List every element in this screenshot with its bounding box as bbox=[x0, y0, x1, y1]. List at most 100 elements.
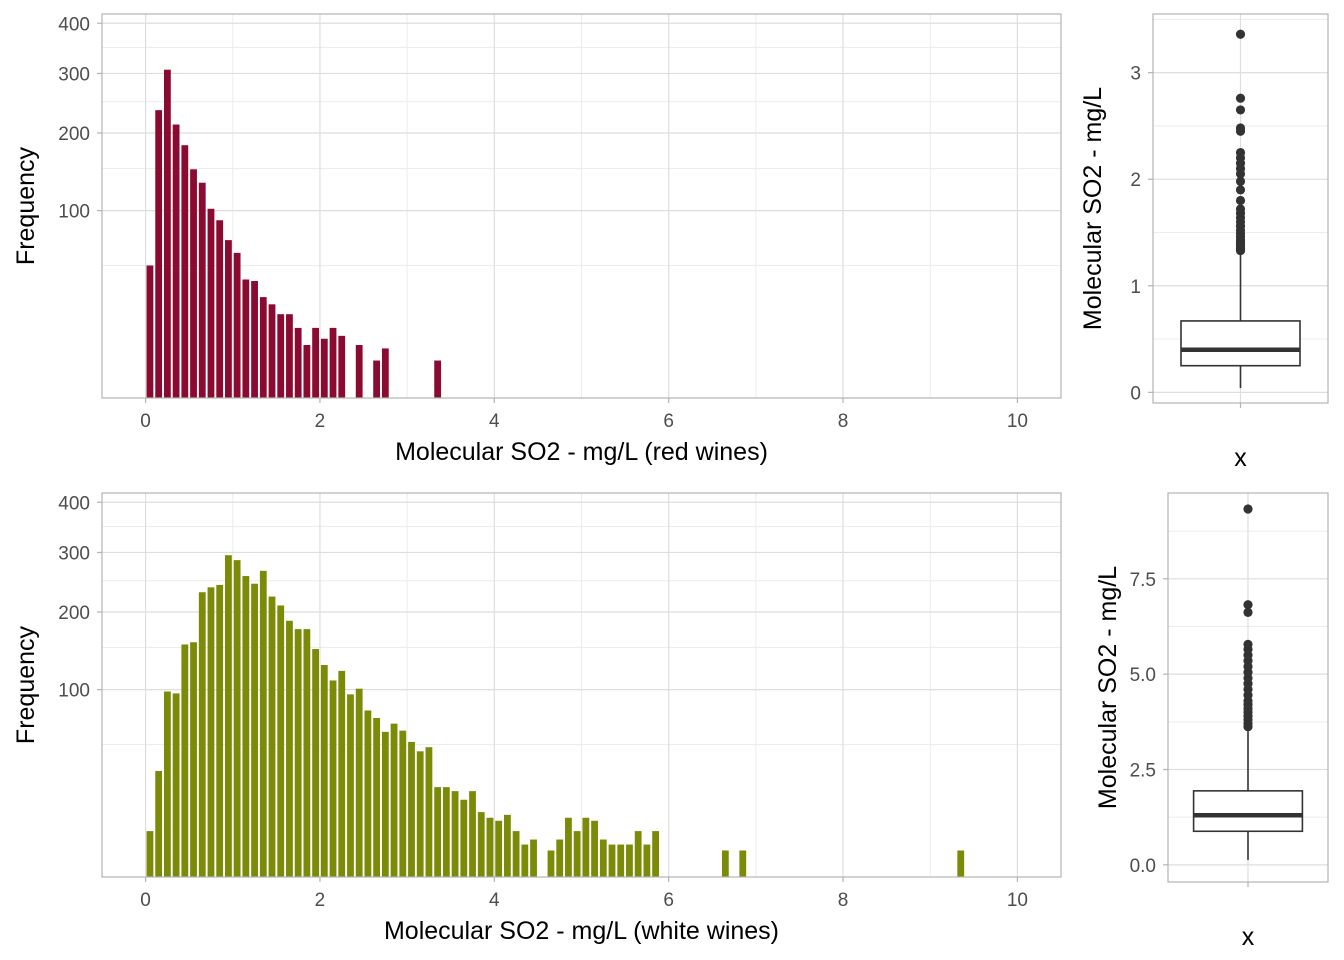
histogram-bar bbox=[207, 208, 215, 398]
x-tick-label: 4 bbox=[489, 890, 500, 911]
outlier-point bbox=[1235, 147, 1246, 158]
histogram-bar bbox=[233, 252, 241, 398]
histogram-bar bbox=[390, 723, 398, 877]
histogram-bar bbox=[259, 570, 267, 877]
x-tick-label: 2 bbox=[315, 890, 326, 911]
histogram-bar bbox=[216, 584, 224, 877]
histogram-bar bbox=[355, 345, 363, 398]
histogram-bar bbox=[739, 850, 747, 877]
histogram-bar bbox=[582, 817, 590, 877]
x-tick-label: 8 bbox=[838, 890, 849, 911]
histogram-bar bbox=[259, 297, 267, 398]
histogram-bar bbox=[364, 710, 372, 877]
histogram-bar bbox=[721, 850, 729, 877]
histogram-bar bbox=[155, 110, 163, 399]
histogram-bar bbox=[373, 360, 381, 398]
histogram-bar bbox=[957, 850, 965, 877]
outlier-point bbox=[1243, 504, 1253, 514]
histogram-bar bbox=[320, 665, 328, 877]
histogram-bar bbox=[320, 338, 328, 398]
histogram-bar bbox=[486, 817, 494, 877]
x-tick-label: 2 bbox=[315, 411, 326, 432]
histogram-bar bbox=[251, 280, 258, 398]
outlier-point bbox=[1235, 185, 1246, 195]
histogram-bar bbox=[547, 850, 555, 877]
histogram-bar bbox=[652, 831, 660, 877]
y-tick-label: 0 bbox=[1130, 383, 1141, 404]
histogram-bar bbox=[225, 240, 232, 398]
histogram-bar bbox=[617, 844, 625, 877]
boxplot-red-panel: 0 1 2 3 x Molecular SO2 - mg/L bbox=[1079, 13, 1329, 472]
histogram-bar bbox=[381, 731, 389, 877]
outlier-point bbox=[1243, 607, 1253, 617]
histogram-bar bbox=[294, 327, 302, 398]
x-tick-label: 10 bbox=[1007, 411, 1028, 432]
outlier-point bbox=[1235, 204, 1246, 214]
y-tick-label: 300 bbox=[58, 543, 90, 564]
histogram-bar bbox=[634, 831, 642, 877]
outlier-point bbox=[1235, 176, 1246, 186]
y-tick-label: 100 bbox=[58, 202, 90, 223]
histogram-bar bbox=[338, 335, 346, 398]
histogram-bar bbox=[181, 145, 189, 398]
histogram-bar bbox=[338, 670, 346, 877]
histogram-bar bbox=[530, 839, 537, 877]
histogram-bar bbox=[373, 718, 381, 877]
histogram-bar bbox=[286, 620, 293, 877]
box-iqr bbox=[1192, 790, 1304, 833]
histogram-bar bbox=[477, 812, 485, 877]
y-axis-title: Molecular SO2 - mg/L bbox=[1079, 87, 1107, 330]
y-tick-label: 200 bbox=[58, 603, 90, 624]
histogram-bar bbox=[233, 560, 241, 877]
outlier-point bbox=[1235, 195, 1246, 206]
histogram-red-panel: 0 2 4 6 8 10 100 200 300 400 Molecular SO2 - mg/L … bbox=[12, 13, 1062, 466]
x-tick-label: 4 bbox=[489, 411, 500, 432]
histogram-bar bbox=[608, 844, 616, 877]
histogram-bar bbox=[198, 592, 206, 877]
histogram-bar bbox=[460, 799, 468, 877]
histogram-bar bbox=[329, 327, 337, 398]
histogram-bar bbox=[277, 314, 285, 398]
y-tick-label: 100 bbox=[58, 681, 90, 702]
y-tick-label: 400 bbox=[58, 14, 90, 35]
x-axis-title: Molecular SO2 - mg/L (white wines) bbox=[384, 917, 779, 945]
panel-border bbox=[101, 13, 1062, 399]
y-tick-label: 2 bbox=[1130, 170, 1141, 191]
histogram-bar bbox=[190, 642, 197, 877]
histogram-bar bbox=[469, 791, 476, 877]
y-axis-title: Molecular SO2 - mg/L bbox=[1094, 566, 1122, 809]
histogram-bar bbox=[190, 169, 197, 398]
histogram-bar bbox=[329, 680, 337, 877]
histogram-bar bbox=[268, 304, 276, 398]
outlier-point bbox=[1235, 29, 1246, 39]
histogram-bar bbox=[163, 691, 171, 877]
y-tick-label: 7.5 bbox=[1130, 570, 1156, 591]
x-axis-title: x bbox=[1242, 923, 1255, 951]
histogram-bar bbox=[268, 596, 276, 877]
histogram-bar bbox=[155, 771, 163, 877]
x-tick-label: 6 bbox=[663, 890, 674, 911]
x-tick-label: 8 bbox=[838, 411, 849, 432]
histogram-bar bbox=[312, 649, 319, 877]
histogram-bar bbox=[425, 747, 433, 877]
y-tick-label: 0.0 bbox=[1130, 856, 1156, 877]
outlier-point bbox=[1235, 105, 1246, 115]
histogram-bar bbox=[172, 693, 180, 877]
y-axis-title: Frequency bbox=[12, 146, 40, 265]
x-tick-label: 6 bbox=[663, 411, 674, 432]
y-tick-label: 400 bbox=[58, 493, 90, 514]
x-tick-label: 0 bbox=[140, 890, 151, 911]
y-tick-label: 3 bbox=[1130, 64, 1141, 85]
histogram-bar bbox=[521, 844, 529, 877]
outlier-point bbox=[1243, 600, 1253, 610]
histogram-bar bbox=[599, 839, 607, 877]
boxplot-white-panel: 0.0 2.5 5.0 7.5 x Molecular SO2 - mg/L bbox=[1094, 492, 1329, 951]
outlier-point bbox=[1243, 639, 1253, 650]
histogram-bar bbox=[312, 327, 319, 398]
histogram-white-panel: 0 2 4 6 8 10 100 200 300 400 Molecular SO2 - mg/L … bbox=[12, 492, 1062, 945]
histogram-bar bbox=[434, 360, 442, 398]
histogram-bar bbox=[355, 688, 363, 877]
histogram-bar bbox=[303, 345, 311, 398]
histogram-bar bbox=[294, 629, 302, 877]
x-tick-label: 10 bbox=[1007, 890, 1028, 911]
